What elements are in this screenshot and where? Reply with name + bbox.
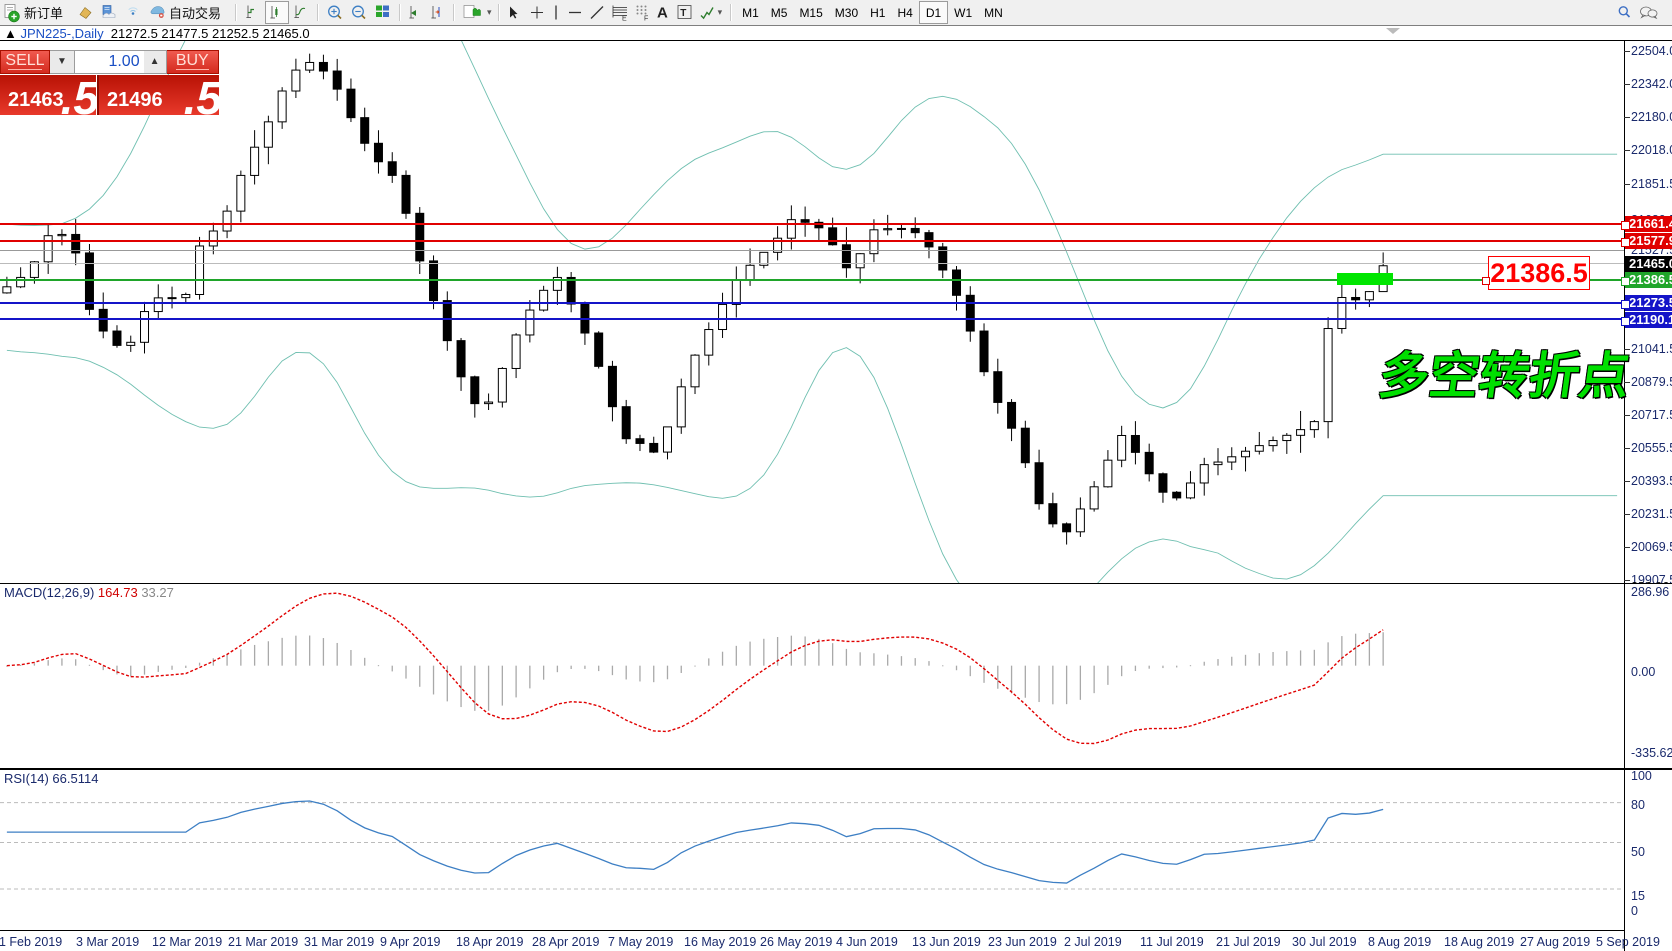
svg-text:F: F xyxy=(644,16,648,23)
svg-text:E: E xyxy=(622,16,627,23)
svg-text:T: T xyxy=(680,8,686,19)
svg-text:A: A xyxy=(657,5,668,22)
